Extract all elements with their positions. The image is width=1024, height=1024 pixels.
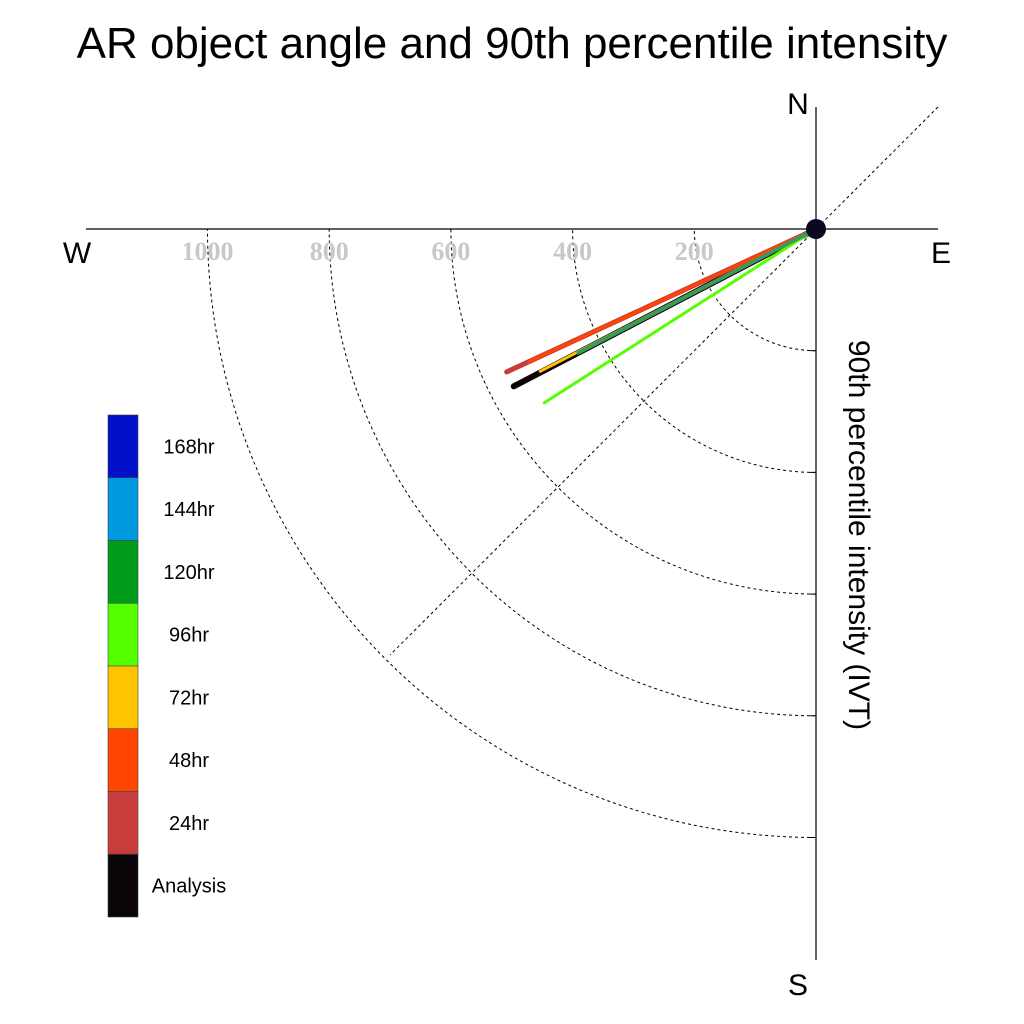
legend-swatch-96hr xyxy=(107,602,139,667)
legend: 168hr 144hr 120hr 96hr 72hr 48hr 24hr Analysis xyxy=(107,414,226,918)
radial-tick-labels: 200 400 600 800 1000 xyxy=(182,237,714,266)
legend-label-168hr: 168hr xyxy=(163,436,214,458)
legend-swatch-48hr xyxy=(107,728,139,792)
range-ring-1000 xyxy=(207,228,817,838)
legend-swatch-144hr xyxy=(107,477,139,541)
legend-swatch-24hr xyxy=(107,791,139,855)
radial-tick-400: 400 xyxy=(553,237,592,266)
legend-swatch-analysis xyxy=(107,853,139,918)
legend-swatch-72hr xyxy=(107,665,139,730)
polar-grid xyxy=(207,106,939,838)
radial-axis-label: 90th percentile intensity (IVT) xyxy=(842,340,875,730)
legend-swatch-168hr xyxy=(107,414,139,479)
range-ring-800 xyxy=(328,228,817,717)
compass-west: W xyxy=(63,237,92,270)
legend-swatch-120hr xyxy=(107,540,139,604)
legend-label-120hr: 120hr xyxy=(163,562,214,584)
range-ring-200 xyxy=(693,228,817,352)
legend-label-96hr: 96hr xyxy=(169,625,209,647)
origin-marker xyxy=(806,219,826,239)
chart-title: AR object angle and 90th percentile inte… xyxy=(77,19,948,68)
legend-label-144hr: 144hr xyxy=(163,499,214,521)
legend-label-72hr: 72hr xyxy=(169,687,209,709)
vector-120hr xyxy=(576,227,818,355)
range-ring-400 xyxy=(572,228,817,473)
radial-tick-1000: 1000 xyxy=(182,237,234,266)
legend-label-48hr: 48hr xyxy=(169,750,209,772)
legend-label-analysis: Analysis xyxy=(152,876,226,898)
vector-48hr xyxy=(527,227,818,364)
compass-south: S xyxy=(788,969,808,1002)
radial-tick-200: 200 xyxy=(675,237,714,266)
compass-east: E xyxy=(931,237,951,270)
radial-tick-600: 600 xyxy=(431,237,470,266)
legend-label-24hr: 24hr xyxy=(169,813,209,835)
compass-axes xyxy=(86,107,938,960)
compass-north: N xyxy=(787,88,809,121)
radial-tick-800: 800 xyxy=(310,237,349,266)
forecast-vectors xyxy=(504,226,819,405)
range-ring-600 xyxy=(450,228,817,595)
vector-96hr xyxy=(542,227,818,405)
